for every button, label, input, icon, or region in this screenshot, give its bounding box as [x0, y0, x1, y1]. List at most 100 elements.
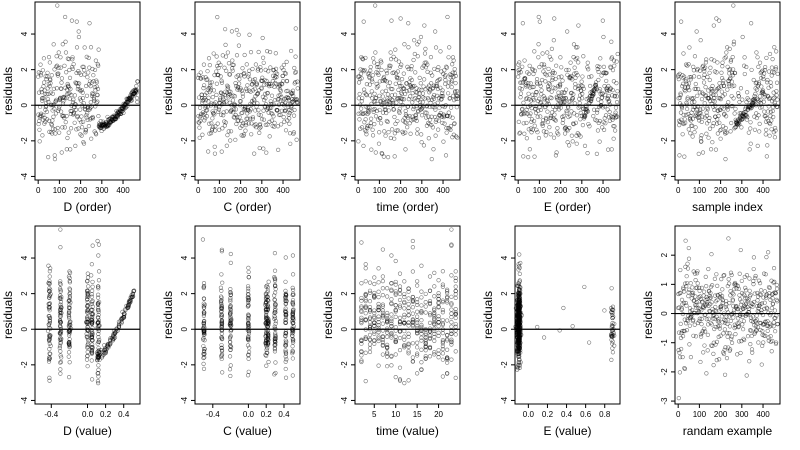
- data-point: [369, 89, 374, 94]
- data-point: [727, 46, 732, 51]
- data-point: [47, 347, 52, 352]
- data-point: [440, 351, 445, 356]
- data-point: [228, 296, 233, 301]
- data-point: [88, 105, 93, 110]
- data-point: [267, 84, 272, 89]
- data-point: [37, 139, 42, 144]
- data-point: [96, 307, 101, 313]
- data-point: [372, 293, 377, 298]
- data-point: [79, 88, 84, 93]
- data-point: [453, 332, 458, 337]
- data-point: [253, 62, 258, 67]
- data-point: [729, 71, 735, 76]
- data-point: [230, 98, 236, 103]
- data-point: [539, 92, 544, 97]
- data-point: [201, 85, 206, 91]
- data-point: [389, 316, 394, 322]
- data-point: [85, 117, 90, 122]
- data-point: [266, 110, 271, 115]
- data-point: [67, 270, 73, 275]
- data-point: [526, 155, 531, 160]
- x-tick-label: 100: [213, 186, 227, 195]
- data-point: [436, 301, 441, 306]
- data-point: [710, 140, 715, 145]
- data-point: [272, 324, 277, 329]
- data-point: [429, 157, 434, 162]
- data-point: [376, 334, 381, 339]
- data-point: [773, 67, 778, 72]
- data-point: [680, 354, 685, 360]
- data-point: [367, 307, 373, 313]
- data-point: [559, 90, 564, 95]
- data-point: [570, 96, 576, 101]
- data-point: [745, 334, 751, 339]
- data-point: [585, 60, 590, 65]
- data-point: [736, 91, 741, 96]
- data-point: [245, 106, 250, 111]
- y-tick-label: -4: [20, 172, 29, 180]
- x-tick-label: 5: [372, 410, 377, 419]
- data-point: [571, 92, 576, 97]
- data-point: [678, 91, 683, 96]
- data-point: [397, 347, 403, 353]
- data-point: [610, 350, 616, 355]
- data-point: [517, 252, 522, 257]
- data-point: [58, 293, 63, 298]
- data-point: [720, 64, 725, 69]
- data-point: [575, 45, 580, 50]
- data-point: [264, 353, 269, 358]
- y-tick-label: 2: [20, 67, 29, 72]
- data-point: [79, 120, 84, 125]
- data-point: [436, 293, 441, 299]
- data-point: [371, 99, 376, 105]
- data-point: [687, 287, 692, 292]
- data-point: [58, 335, 63, 341]
- data-point: [389, 18, 394, 23]
- data-point: [682, 117, 687, 122]
- data-point: [766, 250, 771, 255]
- y-tick-label: 0: [660, 102, 669, 107]
- data-point: [392, 136, 397, 141]
- data-point: [373, 3, 378, 8]
- data-point: [418, 81, 423, 86]
- data-point: [731, 42, 736, 47]
- data-point: [219, 247, 224, 252]
- data-point: [436, 316, 441, 322]
- data-point: [544, 73, 549, 78]
- data-point: [367, 290, 373, 296]
- data-point: [440, 318, 445, 323]
- data-point: [517, 60, 522, 65]
- data-point: [408, 94, 413, 99]
- data-point: [219, 309, 224, 314]
- data-point: [415, 279, 420, 284]
- data-point: [533, 110, 539, 116]
- data-point: [754, 111, 759, 116]
- data-point: [237, 77, 242, 82]
- data-point: [582, 284, 587, 290]
- data-point: [440, 269, 445, 274]
- data-point: [78, 107, 83, 112]
- data-point: [751, 266, 756, 272]
- data-point: [759, 362, 764, 367]
- plot-frame: [34, 1, 141, 181]
- data-point: [578, 117, 583, 122]
- data-point: [749, 21, 754, 26]
- data-point: [681, 51, 686, 56]
- data-point: [58, 349, 63, 354]
- data-point: [714, 272, 719, 277]
- data-point: [394, 75, 400, 81]
- data-point: [534, 127, 539, 132]
- data-point: [129, 98, 135, 103]
- data-point: [391, 54, 396, 59]
- data-point: [273, 277, 278, 282]
- data-point: [293, 69, 299, 75]
- data-point: [203, 98, 209, 103]
- data-point: [228, 138, 233, 143]
- data-point: [42, 80, 47, 85]
- data-point: [393, 337, 398, 343]
- data-point: [537, 64, 542, 70]
- data-point: [571, 42, 577, 47]
- data-point: [744, 373, 749, 378]
- data-point: [421, 143, 427, 148]
- data-point: [419, 295, 424, 300]
